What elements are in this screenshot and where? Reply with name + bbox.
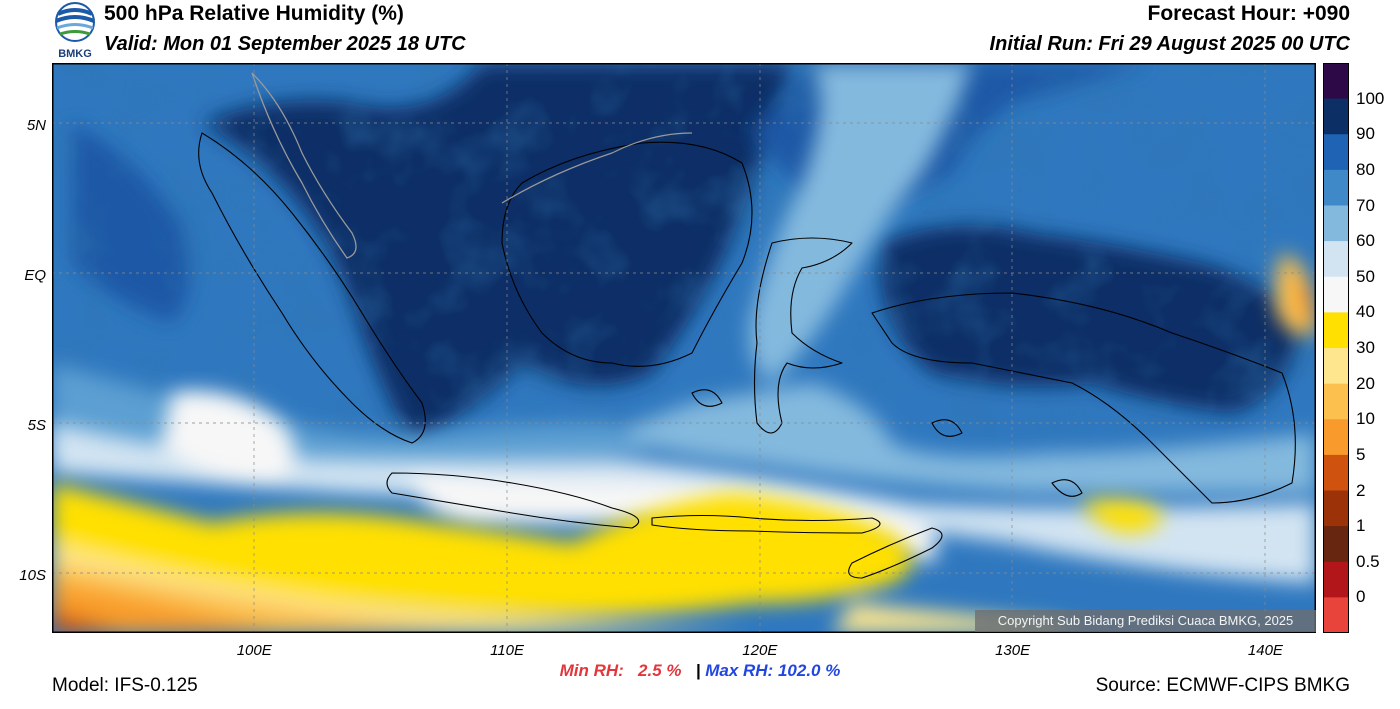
colorbar-segment [1323, 561, 1349, 598]
colorbar-segment [1323, 312, 1349, 349]
colorbar-tick-label: 40 [1356, 302, 1375, 322]
colorbar-tick-label: 30 [1356, 338, 1375, 357]
colorbar [1323, 63, 1349, 633]
lat-label: EQ [24, 267, 46, 284]
colorbar-tick-label: 80 [1356, 159, 1375, 179]
lat-label: 10S [19, 567, 46, 584]
colorbar-tick-label: 2 [1356, 480, 1366, 500]
forecast-hour: Forecast Hour: +090 [1147, 2, 1351, 25]
svg-text:BMKG: BMKG [58, 48, 92, 60]
colorbar-tick-label: 20 [1356, 373, 1375, 393]
min-rh-value: 2.5 % [638, 661, 682, 680]
colorbar-segment [1323, 241, 1349, 278]
colorbar-segment [1323, 169, 1349, 206]
lat-label: 5N [26, 117, 46, 134]
colorbar-segment [1323, 134, 1349, 171]
colorbar-segment [1323, 63, 1349, 100]
max-rh-value: 102.0 % [777, 661, 841, 680]
valid-time: Valid: Mon 01 September 2025 18 UTC [104, 33, 466, 55]
bmkg-logo: BMKG [55, 2, 95, 60]
colorbar-segment [1323, 526, 1349, 563]
colorbar-tick-label: 50 [1356, 266, 1375, 286]
lon-label: 130E [995, 642, 1031, 659]
colorbar-tick-label: 1 [1356, 516, 1366, 536]
colorbar-tick-label: 0.5 [1356, 551, 1380, 571]
min-max-readout: Min RH: 2.5 % | Max RH: 102.0 % [0, 661, 1400, 681]
colorbar-tick-label: 70 [1356, 195, 1375, 215]
lat-label: 5S [27, 417, 46, 434]
copyright-label: Copyright Sub Bidang Prediksi Cuaca BMKG… [975, 610, 1316, 632]
colorbar-tick-label: 10 [1356, 409, 1375, 429]
initial-run: Initial Run: Fri 29 August 2025 00 UTC [989, 33, 1350, 55]
map-title: 500 hPa Relative Humidity (%) [104, 2, 404, 25]
colorbar-tick-label: 90 [1356, 124, 1375, 144]
model-label: Model: IFS-0.125 [52, 675, 198, 696]
colorbar-tick-label: 60 [1356, 231, 1375, 251]
humidity-map [52, 63, 1316, 633]
colorbar-segment [1323, 348, 1349, 385]
colorbar-segment [1323, 597, 1349, 633]
colorbar-tick-label: 5 [1356, 444, 1366, 464]
colorbar-segment [1323, 419, 1349, 456]
colorbar-segment [1323, 276, 1349, 313]
min-rh-label: Min RH: [559, 661, 624, 680]
colorbar-segment [1323, 454, 1349, 491]
lon-label: 110E [490, 642, 524, 659]
min-max-separator: | [695, 661, 701, 680]
lon-label: 120E [742, 642, 778, 659]
colorbar-segment [1323, 383, 1349, 420]
colorbar-segment [1323, 205, 1349, 242]
max-rh-label: Max RH: [705, 661, 774, 680]
colorbar-segment [1323, 98, 1349, 135]
source-label: Source: ECMWF-CIPS BMKG [1095, 675, 1350, 696]
lon-label: 140E [1247, 642, 1283, 659]
colorbar-tick-label: 0 [1356, 587, 1366, 607]
colorbar-tick-label: 100 [1356, 88, 1385, 108]
lon-label: 100E [236, 642, 272, 659]
colorbar-segment [1323, 490, 1349, 527]
